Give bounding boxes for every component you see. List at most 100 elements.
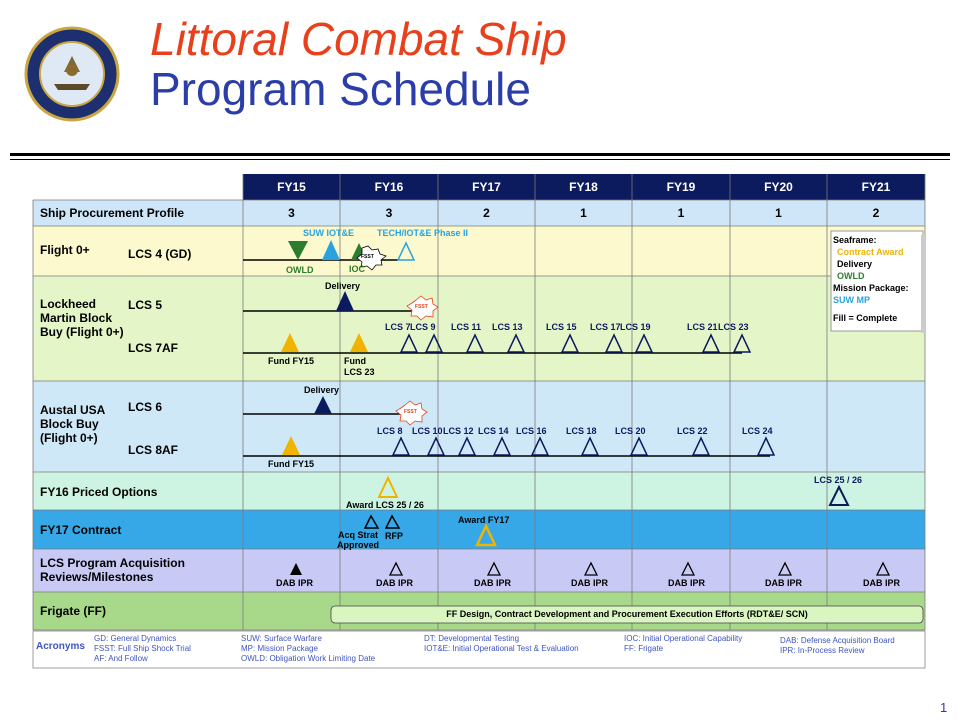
lcs25-26-label: LCS 25 / 26 — [814, 475, 863, 485]
ship-delivery-marker — [465, 333, 485, 353]
legend: Seaframe: Contract Award Delivery OWLD M… — [833, 234, 921, 324]
acq-strat-marker — [363, 514, 380, 529]
fy-cell: FY21 — [861, 180, 891, 194]
fy-cell: FY18 — [569, 180, 598, 194]
ship-label: LCS 13 — [492, 322, 523, 332]
award-lcs25-26-label: Award LCS 25 / 26 — [346, 500, 424, 510]
ship-delivery-marker — [634, 333, 654, 353]
rfp-label: RFP — [385, 531, 403, 541]
fy-cell: FY15 — [277, 180, 306, 194]
count-cell: 2 — [483, 206, 490, 220]
procurement-counts: 3 3 2 1 1 1 2 — [243, 200, 925, 226]
count-cell: 2 — [872, 206, 880, 220]
lcs6-delivery-label: Delivery — [304, 385, 340, 395]
fsst-text: FSST — [404, 409, 417, 415]
dab-ipr-label: DAB IPR — [571, 578, 609, 588]
dab-ipr-marker — [486, 561, 502, 576]
austal-label: Austal USA Block Buy (Flight 0+) — [40, 403, 105, 445]
ship-label: LCS 15 — [546, 322, 577, 332]
acronyms-col3: DT: Developmental Testing IOT&E: Initial… — [424, 634, 579, 654]
lcs5-label: LCS 5 — [128, 298, 163, 312]
fsst-text: FSST — [415, 304, 428, 310]
ship-label: LCS 7 — [385, 322, 411, 332]
ship-label: LCS 16 — [516, 426, 547, 436]
fy-header: FY15 FY16 FY17 FY18 FY19 FY20 FY21 — [243, 174, 925, 200]
ship-label: LCS 22 — [677, 426, 708, 436]
legend-contract-award: Contract Award — [837, 247, 904, 257]
lcs8af-label: LCS 8AF — [128, 443, 179, 457]
acronym: DAB: Defense Acquisition Board — [780, 636, 895, 645]
acronyms-col2: SUW: Surface Warfare MP: Mission Package… — [241, 634, 375, 664]
owld-marker — [288, 241, 308, 260]
ship-label: LCS 24 — [742, 426, 773, 436]
legend-owld: OWLD — [837, 271, 865, 281]
lcs4-label: LCS 4 (GD) — [128, 247, 192, 261]
ship-delivery-marker — [756, 436, 776, 456]
award-fy17-marker — [475, 523, 497, 547]
frigate-label: Frigate (FF) — [40, 604, 106, 618]
legend-delivery: Delivery — [837, 259, 873, 269]
count-cell: 3 — [385, 206, 393, 220]
dab-ipr-marker — [875, 561, 891, 576]
lcs6-label: LCS 6 — [128, 400, 163, 414]
count-cell: 1 — [775, 206, 782, 220]
owld-label: OWLD — [286, 265, 314, 275]
fund-fy15-label: Fund FY15 — [268, 356, 315, 366]
fund-lcs23-marker — [350, 333, 368, 352]
ship-delivery-marker — [580, 436, 600, 456]
acronym: OWLD: Obligation Work Limiting Date — [241, 654, 376, 663]
fy-cell: FY17 — [472, 180, 501, 194]
acronyms-col1: GD: General Dynamics FSST: Full Ship Sho… — [94, 634, 191, 664]
dab-ipr-label: DAB IPR — [765, 578, 803, 588]
ship-delivery-marker — [629, 436, 649, 456]
dab-ipr-label: DAB IPR — [376, 578, 414, 588]
fy16-options-label: FY16 Priced Options — [40, 485, 158, 499]
acronym: DT: Developmental Testing — [424, 634, 520, 643]
tech-iote-marker — [396, 241, 416, 261]
fsst-burst — [406, 295, 439, 321]
acronym: FSST: Full Ship Shock Trial — [94, 644, 191, 653]
ship-label: LCS 17 — [590, 322, 621, 332]
fy17-contract-label: FY17 Contract — [40, 523, 122, 537]
ship-delivery-marker — [560, 333, 580, 353]
dab-ipr-label: DAB IPR — [474, 578, 512, 588]
ship-label: LCS 19 — [620, 322, 651, 332]
dab-ipr-marker — [583, 561, 599, 576]
fy-cell: FY19 — [666, 180, 696, 194]
ship-label: LCS 9 — [410, 322, 436, 332]
ship-delivery-marker — [691, 436, 711, 456]
acronym: IOC: Initial Operational Capability — [624, 634, 743, 643]
ioc-label: IOC — [349, 264, 366, 274]
frigate-effort-bar — [330, 605, 924, 624]
fund-lcs23-label: Fund LCS 23 — [344, 356, 375, 377]
fund-fy15-marker — [282, 436, 300, 455]
page-title-line2: Program Schedule — [150, 63, 531, 115]
divider — [10, 159, 950, 160]
reviews-label: LCS Program Acquisition Reviews/Mileston… — [40, 556, 185, 584]
lcs25-26-marker — [828, 484, 850, 506]
fund-fy15-label: Fund FY15 — [268, 459, 315, 469]
acronyms-col4: IOC: Initial Operational Capability FF: … — [624, 634, 742, 654]
ship-label: LCS 23 — [718, 322, 749, 332]
acronym: AF: And Follow — [94, 654, 148, 663]
acronym: IOT&E: Initial Operational Test & Evalua… — [424, 644, 579, 653]
acq-strat-label: Acq Strat Approved — [336, 530, 379, 550]
ship-delivery-marker — [604, 333, 624, 353]
page-number: 1 — [940, 700, 948, 715]
legend-seaframe: Seaframe: — [833, 235, 877, 245]
fsst-text: FSST — [361, 254, 374, 260]
ship-delivery-marker — [426, 436, 446, 456]
ship-delivery-marker — [506, 333, 526, 353]
ship-label: LCS 14 — [478, 426, 509, 436]
frigate-effort-text: FF Design, Contract Development and Proc… — [446, 609, 808, 619]
ship-delivery-marker — [399, 333, 419, 353]
legend-mission-package: Mission Package: — [833, 283, 909, 293]
ship-delivery-marker — [391, 436, 411, 456]
lcs6-delivery-marker — [314, 396, 332, 414]
dab-ipr-label: DAB IPR — [863, 578, 901, 588]
dab-ipr-marker — [290, 563, 302, 575]
ship-label: LCS 12 — [443, 426, 474, 436]
fund-fy15-marker — [281, 333, 299, 352]
lockheed-label: Lockheed Martin Block Buy (Flight 0+) — [40, 297, 124, 339]
